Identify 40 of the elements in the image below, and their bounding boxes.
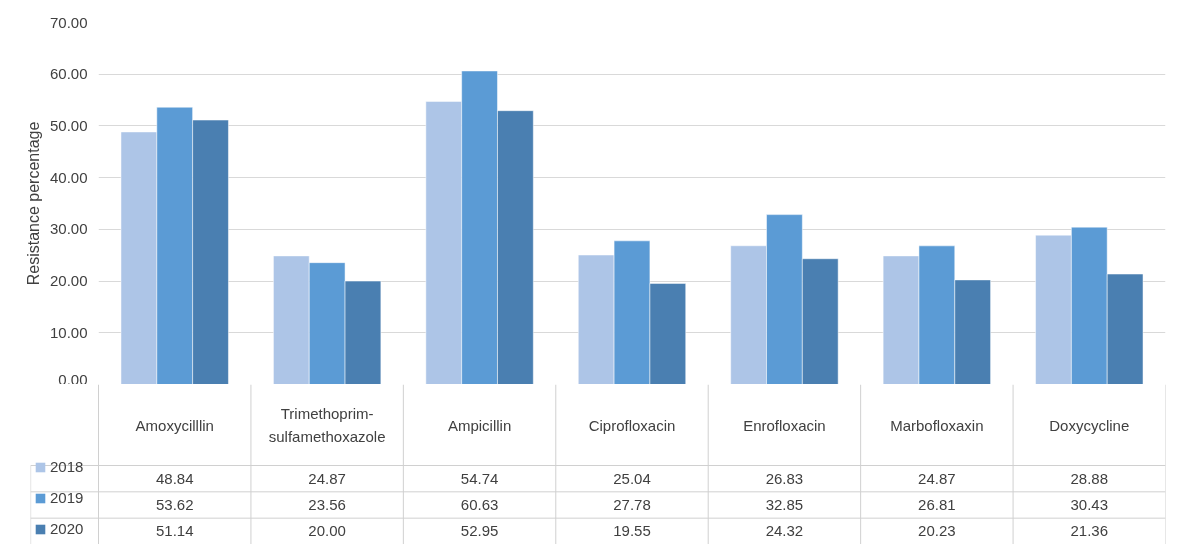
x-tick-label: Ciprofloxacin <box>588 416 676 434</box>
y-tick-label: 10.00 <box>49 323 88 341</box>
y-tick-label: 70.00 <box>49 13 88 31</box>
data-label: 48.84 <box>155 469 194 487</box>
data-label: 23.56 <box>308 496 346 513</box>
y-tick-label: 30.00 <box>49 220 88 238</box>
data-label: 54.74 <box>460 469 499 487</box>
x-tick-label: Enrofloxacin <box>743 416 826 434</box>
data-label: 24.32 <box>765 522 804 540</box>
data-label: 60.63 <box>460 496 499 513</box>
data-label: 53.62 <box>155 496 194 513</box>
legend-label: 2020 <box>50 520 84 537</box>
data-label: 26.83 <box>765 469 804 487</box>
data-label: 51.14 <box>155 522 194 540</box>
legend-label: 2019 <box>50 489 84 506</box>
data-label: 32.85 <box>765 496 804 513</box>
y-tick-label: 50.00 <box>49 116 88 134</box>
data-label: 28.88 <box>1070 469 1109 487</box>
x-tick-label: Ampicillin <box>447 416 512 434</box>
data-label: 24.87 <box>308 469 346 487</box>
data-label: 20.23 <box>918 522 956 540</box>
x-tick-label: Trimethoprim-sulfamethoxazole <box>268 405 386 445</box>
x-tick-label: Marbofloxaxin <box>890 416 984 434</box>
x-tick-label: Amoxycilllin <box>135 416 214 434</box>
data-label: 21.36 <box>1070 522 1109 540</box>
y-axis-title: Resistance percentage <box>24 121 42 286</box>
y-tick-label: 60.00 <box>49 65 88 83</box>
data-label: 25.04 <box>613 469 651 487</box>
data-label: 20.00 <box>308 522 346 540</box>
data-label: 24.87 <box>918 469 956 487</box>
data-label: 26.81 <box>918 496 956 513</box>
data-label: 27.78 <box>613 496 651 513</box>
legend-label: 2018 <box>50 458 84 475</box>
data-label: 19.55 <box>613 522 651 540</box>
data-label: 30.43 <box>1070 496 1109 513</box>
y-tick-label: 20.00 <box>49 272 88 290</box>
y-tick-label: 40.00 <box>49 168 88 186</box>
data-label: 52.95 <box>460 522 499 540</box>
x-tick-label: Doxycycline <box>1049 416 1130 434</box>
y-tick-label: 0.00 <box>58 370 88 388</box>
